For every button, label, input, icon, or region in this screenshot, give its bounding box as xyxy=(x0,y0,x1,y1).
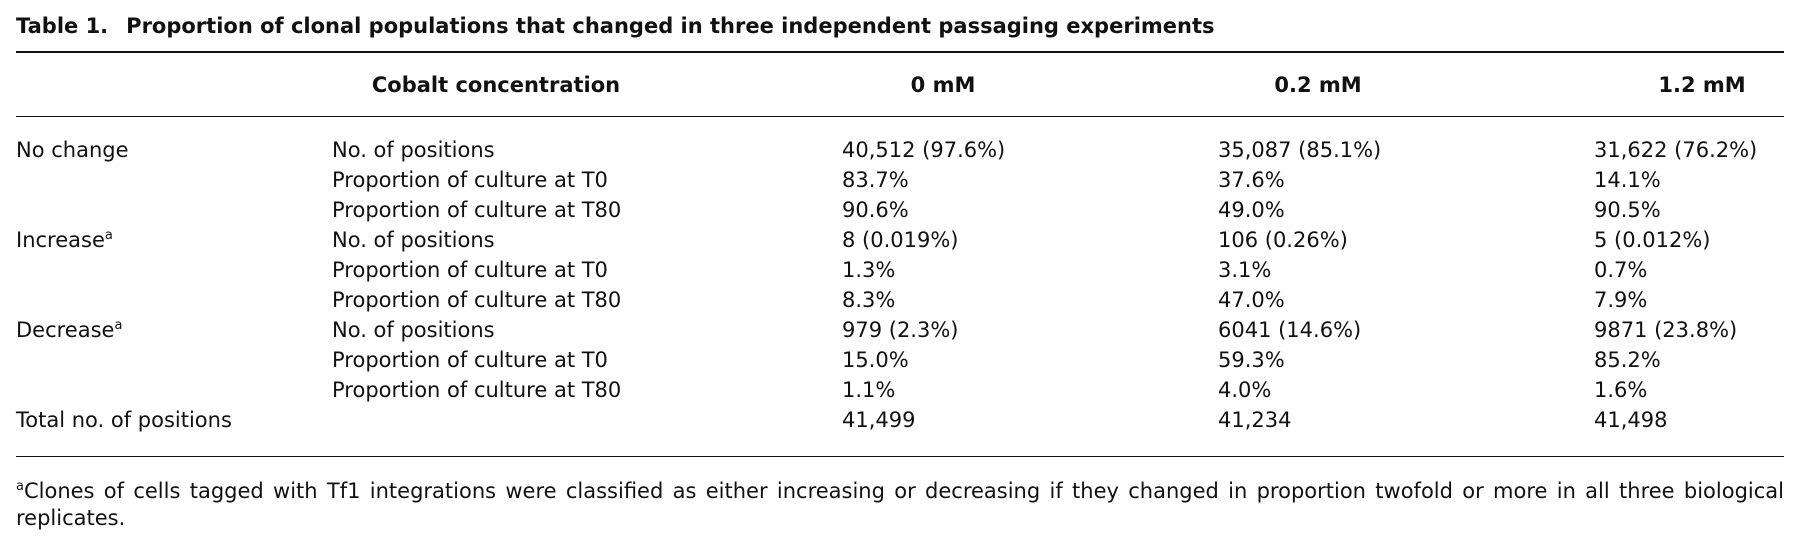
row-metric-label: Proportion of culture at T80 xyxy=(332,288,622,312)
cell-0mm: 40,512 (97.6%) xyxy=(842,138,1006,162)
footnote-marker: a xyxy=(104,228,113,243)
cell-1-2mm: 14.1% xyxy=(1594,168,1661,192)
table-footnote: aClones of cells tagged with Tf1 integra… xyxy=(16,478,1784,532)
cell-0-2mm: 49.0% xyxy=(1218,198,1285,222)
cell-0mm: 8 (0.019%) xyxy=(842,228,959,252)
cell-1-2mm: 9871 (23.8%) xyxy=(1594,318,1738,342)
bottom-rule xyxy=(16,456,1784,457)
header-col-0-2mm: 0.2 mM xyxy=(1274,73,1362,97)
table-caption: Table 1. Proportion of clonal populations… xyxy=(16,14,1215,38)
group-name: Increase xyxy=(16,228,105,252)
table-label: Table 1. xyxy=(16,14,109,38)
row-metric-label: No. of positions xyxy=(332,318,495,342)
cell-1-2mm: 31,622 (76.2%) xyxy=(1594,138,1758,162)
cell-1-2mm: 1.6% xyxy=(1594,378,1648,402)
header-rule xyxy=(16,116,1784,117)
cell-0mm: 979 (2.3%) xyxy=(842,318,959,342)
cell-0-2mm: 3.1% xyxy=(1218,258,1272,282)
row-metric-label: Proportion of culture at T0 xyxy=(332,258,608,282)
total-0mm: 41,499 xyxy=(842,408,916,432)
total-label: Total no. of positions xyxy=(16,408,232,432)
cell-0mm: 15.0% xyxy=(842,348,909,372)
cell-0mm: 1.1% xyxy=(842,378,896,402)
total-0-2mm: 41,234 xyxy=(1218,408,1292,432)
cell-0mm: 8.3% xyxy=(842,288,896,312)
cell-0-2mm: 6041 (14.6%) xyxy=(1218,318,1362,342)
cell-0-2mm: 37.6% xyxy=(1218,168,1285,192)
header-col-1-2mm: 1.2 mM xyxy=(1658,73,1746,97)
row-metric-label: Proportion of culture at T0 xyxy=(332,348,608,372)
cell-0-2mm: 4.0% xyxy=(1218,378,1272,402)
footnote-marker: a xyxy=(114,318,123,333)
cell-1-2mm: 7.9% xyxy=(1594,288,1648,312)
group-label: Decreasea xyxy=(16,318,122,343)
cell-1-2mm: 90.5% xyxy=(1594,198,1661,222)
header-cobalt-concentration: Cobalt concentration xyxy=(371,73,621,97)
footnote-text: Clones of cells tagged with Tf1 integrat… xyxy=(16,479,1784,530)
cell-1-2mm: 0.7% xyxy=(1594,258,1648,282)
table-title: Proportion of clonal populations that ch… xyxy=(126,14,1215,38)
row-metric-label: Proportion of culture at T80 xyxy=(332,378,622,402)
cell-1-2mm: 5 (0.012%) xyxy=(1594,228,1711,252)
group-name: Decrease xyxy=(16,318,115,342)
cell-0mm: 83.7% xyxy=(842,168,909,192)
group-label: No change xyxy=(16,138,129,163)
cell-0-2mm: 106 (0.26%) xyxy=(1218,228,1348,252)
group-label: Increasea xyxy=(16,228,113,253)
cell-0mm: 90.6% xyxy=(842,198,909,222)
row-metric-label: Proportion of culture at T0 xyxy=(332,168,608,192)
total-1-2mm: 41,498 xyxy=(1594,408,1668,432)
top-rule xyxy=(16,51,1784,53)
cell-0mm: 1.3% xyxy=(842,258,896,282)
footnote-marker: a xyxy=(16,479,24,494)
cell-0-2mm: 35,087 (85.1%) xyxy=(1218,138,1382,162)
group-name: No change xyxy=(16,138,129,162)
header-col-0mm: 0 mM xyxy=(910,73,976,97)
cell-0-2mm: 59.3% xyxy=(1218,348,1285,372)
cell-0-2mm: 47.0% xyxy=(1218,288,1285,312)
row-metric-label: No. of positions xyxy=(332,138,495,162)
cell-1-2mm: 85.2% xyxy=(1594,348,1661,372)
row-metric-label: Proportion of culture at T80 xyxy=(332,198,622,222)
row-metric-label: No. of positions xyxy=(332,228,495,252)
